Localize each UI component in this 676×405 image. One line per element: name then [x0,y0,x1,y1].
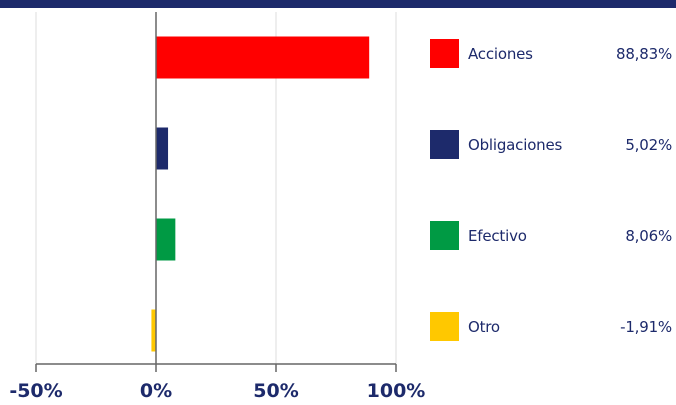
bar-otro [151,309,156,352]
legend-item-obligaciones: Obligaciones 5,02% [430,129,672,163]
legend-value: 8,06% [625,227,672,245]
legend-item-acciones: Acciones 88,83% [430,38,672,72]
x-tick-label: 100% [367,380,426,402]
legend-label: Obligaciones [468,136,563,154]
legend-swatch [430,39,459,68]
x-tick-label: 0% [140,380,172,402]
axes [35,12,397,372]
legend-label: Acciones [468,45,533,63]
x-tick-labels: -50% 0% 50% 100% [9,380,425,402]
x-tick-label: -50% [9,380,62,402]
bars [151,36,370,352]
legend-value: 88,83% [616,45,672,63]
legend-value: 5,02% [625,136,672,154]
legend-item-otro: Otro -1,91% [430,311,672,345]
legend: Acciones 88,83% Obligaciones 5,02% Efect… [430,0,676,405]
x-tick-label: 50% [253,380,298,402]
legend-item-efectivo: Efectivo 8,06% [430,220,672,254]
legend-label: Otro [468,318,500,336]
top-bar [0,0,676,8]
legend-value: -1,91% [620,318,672,336]
legend-swatch [430,130,459,159]
legend-swatch [430,312,459,341]
bar-acciones [156,36,370,79]
bar-obligaciones [156,127,169,170]
legend-label: Efectivo [468,227,527,245]
legend-swatch [430,221,459,250]
bar-efectivo [156,218,176,261]
